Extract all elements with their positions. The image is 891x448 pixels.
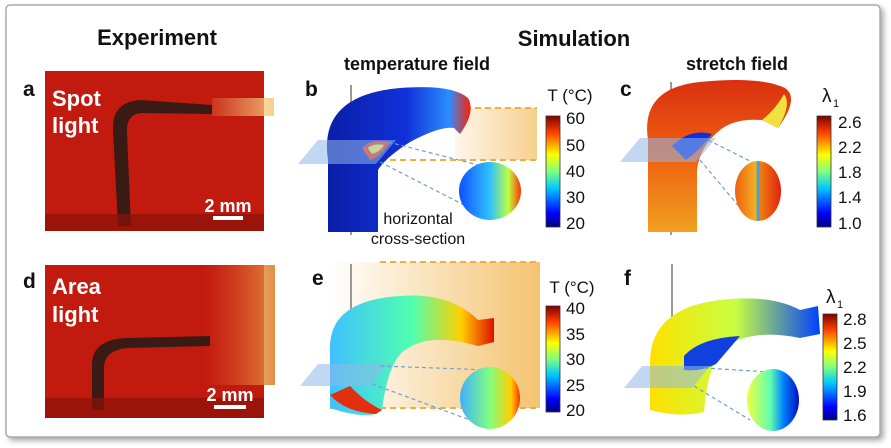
panel-f [624, 264, 820, 431]
panel-b-cross-section [459, 162, 521, 220]
panel-a-letter: a [23, 78, 35, 101]
panel-a-scale-label: 2 mm [204, 196, 251, 216]
colorbar-f-tick-4: 1.6 [843, 406, 867, 425]
colorbar-f-tick-2: 2.2 [843, 358, 867, 377]
colorbar-b-bar [545, 115, 561, 228]
colorbar-e-tick-2: 30 [566, 350, 585, 369]
panel-e [300, 261, 540, 429]
colorbar-f-tick-1: 2.5 [843, 334, 867, 353]
colorbar-c-tick-0: 2.6 [838, 113, 862, 132]
simulation-header: Simulation [518, 26, 630, 51]
panel-d-letter: d [23, 270, 36, 293]
panel-c-cross-section-plane [620, 138, 716, 162]
colorbar-c-tick-2: 1.8 [838, 163, 862, 182]
panel-a-label-line1: Spot [52, 86, 102, 111]
panel-e-letter: e [312, 267, 324, 290]
panel-d-base [45, 398, 264, 418]
annotation-line2: cross-section [371, 231, 465, 248]
panel-c-cross-section [735, 161, 781, 221]
colorbar-b: T (°C) 60 50 40 30 20 [545, 86, 593, 233]
panel-c-tip [762, 94, 787, 128]
panel-a-label-line2: light [52, 113, 99, 138]
panel-a-base [45, 214, 264, 231]
colorbar-c-tick-3: 1.4 [838, 188, 862, 207]
panel-d-scale-label: 2 mm [206, 385, 253, 405]
panel-c-guide-upper [707, 139, 761, 167]
panel-f-guide-lower [693, 385, 751, 421]
panel-e-base-red [330, 386, 382, 414]
colorbar-f-bar [822, 313, 838, 421]
stretch-field-header: stretch field [686, 54, 788, 74]
panel-d-scale-bar [214, 405, 246, 409]
panel-b-guide-upper [387, 141, 491, 169]
colorbar-e-tick-0: 40 [566, 299, 585, 318]
panel-f-letter: f [624, 267, 632, 290]
panel-e-cross-section [460, 367, 520, 429]
colorbar-b-tick-1: 50 [566, 136, 585, 155]
colorbar-b-tick-2: 40 [566, 162, 585, 181]
colorbar-b-title: T (°C) [547, 86, 592, 105]
colorbar-f: λ 1 2.8 2.5 2.2 1.9 1.6 [822, 287, 867, 425]
colorbar-f-title: λ [826, 287, 836, 308]
panel-b-letter: b [305, 78, 318, 101]
colorbar-f-tick-3: 1.9 [843, 382, 867, 401]
panel-e-cross-section-plane [300, 364, 388, 386]
colorbar-f-title-sub: 1 [837, 299, 843, 311]
colorbar-e-title: T (°C) [549, 278, 594, 297]
annotation-line1: horizontal [383, 211, 452, 228]
colorbar-b-tick-0: 60 [566, 109, 585, 128]
panel-a-scale-bar [213, 216, 243, 220]
temperature-field-header: temperature field [344, 54, 490, 74]
panel-d [45, 265, 275, 418]
panel-f-cross-section [747, 369, 799, 431]
panel-f-blue-band [684, 336, 740, 371]
panel-e-tube [330, 295, 494, 416]
panel-a-light-spot [212, 98, 274, 116]
panel-a-photo [45, 71, 264, 231]
colorbar-c-bar [816, 115, 832, 228]
panel-d-label-line2: light [52, 302, 99, 327]
panel-b [298, 85, 537, 235]
colorbar-c-title: λ [822, 86, 832, 107]
panel-b-cross-section-plane [298, 140, 396, 164]
panel-e-guide-upper [379, 365, 491, 371]
panel-f-cross-section-plane [624, 366, 710, 388]
colorbar-e: T (°C) 40 35 30 25 20 [545, 278, 595, 420]
panel-d-light-area [205, 265, 275, 385]
colorbar-e-tick-1: 35 [566, 325, 585, 344]
panel-a [45, 71, 274, 231]
panel-b-tube [326, 87, 471, 232]
panel-e-guide-lower [371, 383, 471, 421]
colorbar-c-tick-1: 2.2 [838, 138, 862, 157]
panel-a-rod [112, 100, 212, 226]
colorbar-b-tick-4: 20 [566, 214, 585, 233]
colorbar-c-title-sub: 1 [833, 98, 839, 110]
colorbar-e-bar [545, 305, 561, 413]
panel-b-guide-lower [379, 161, 471, 209]
colorbar-c: λ 1 2.6 2.2 1.8 1.4 1.0 [816, 86, 862, 233]
experiment-header: Experiment [97, 25, 217, 50]
panel-c-tube [647, 80, 792, 232]
colorbar-e-tick-4: 20 [566, 401, 585, 420]
colorbar-b-tick-3: 30 [566, 188, 585, 207]
panel-d-label-line1: Area [52, 274, 102, 299]
panel-c-letter: c [620, 78, 632, 101]
panel-c [620, 80, 792, 235]
colorbar-e-tick-3: 25 [566, 376, 585, 395]
colorbar-f-tick-0: 2.8 [843, 310, 867, 329]
colorbar-c-tick-4: 1.0 [838, 214, 862, 233]
panel-c-guide-lower [699, 159, 743, 211]
